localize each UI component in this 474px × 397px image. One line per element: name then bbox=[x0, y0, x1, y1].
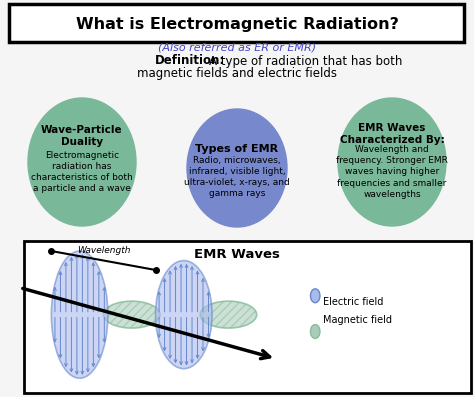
FancyBboxPatch shape bbox=[9, 4, 464, 42]
Ellipse shape bbox=[310, 289, 320, 303]
Ellipse shape bbox=[187, 109, 287, 227]
Ellipse shape bbox=[155, 260, 212, 369]
Text: A type of radiation that has both: A type of radiation that has both bbox=[209, 54, 402, 67]
Text: (Also referred as ER or EMR): (Also referred as ER or EMR) bbox=[158, 43, 316, 53]
Text: Types of EMR: Types of EMR bbox=[195, 144, 279, 154]
Ellipse shape bbox=[200, 301, 257, 328]
Text: Electromagnetic
radiation has
characteristics of both
a particle and a wave: Electromagnetic radiation has characteri… bbox=[31, 151, 133, 193]
Ellipse shape bbox=[338, 98, 446, 226]
Ellipse shape bbox=[103, 301, 160, 328]
Text: Electric field: Electric field bbox=[323, 297, 383, 307]
Text: Wavelength: Wavelength bbox=[77, 246, 130, 255]
Ellipse shape bbox=[51, 251, 108, 378]
Ellipse shape bbox=[28, 98, 136, 226]
Text: Definition:: Definition: bbox=[155, 54, 225, 67]
Text: Radio, microwaves,
infrared, visible light,
ultra-violet, x-rays, and
gamma rays: Radio, microwaves, infrared, visible lig… bbox=[184, 156, 290, 198]
Text: Wavelength and
frequency. Stronger EMR
waves having higher
frequencies and small: Wavelength and frequency. Stronger EMR w… bbox=[336, 145, 448, 199]
Text: Magnetic field: Magnetic field bbox=[323, 315, 392, 325]
Ellipse shape bbox=[310, 325, 320, 338]
Text: magnetic fields and electric fields: magnetic fields and electric fields bbox=[137, 67, 337, 81]
Text: EMR Waves: EMR Waves bbox=[194, 249, 280, 262]
Text: What is Electromagnetic Radiation?: What is Electromagnetic Radiation? bbox=[75, 17, 399, 33]
FancyBboxPatch shape bbox=[24, 241, 471, 393]
Text: Wave-Particle
Duality: Wave-Particle Duality bbox=[41, 125, 123, 147]
Text: EMR Waves
Characterized By:: EMR Waves Characterized By: bbox=[340, 123, 444, 145]
